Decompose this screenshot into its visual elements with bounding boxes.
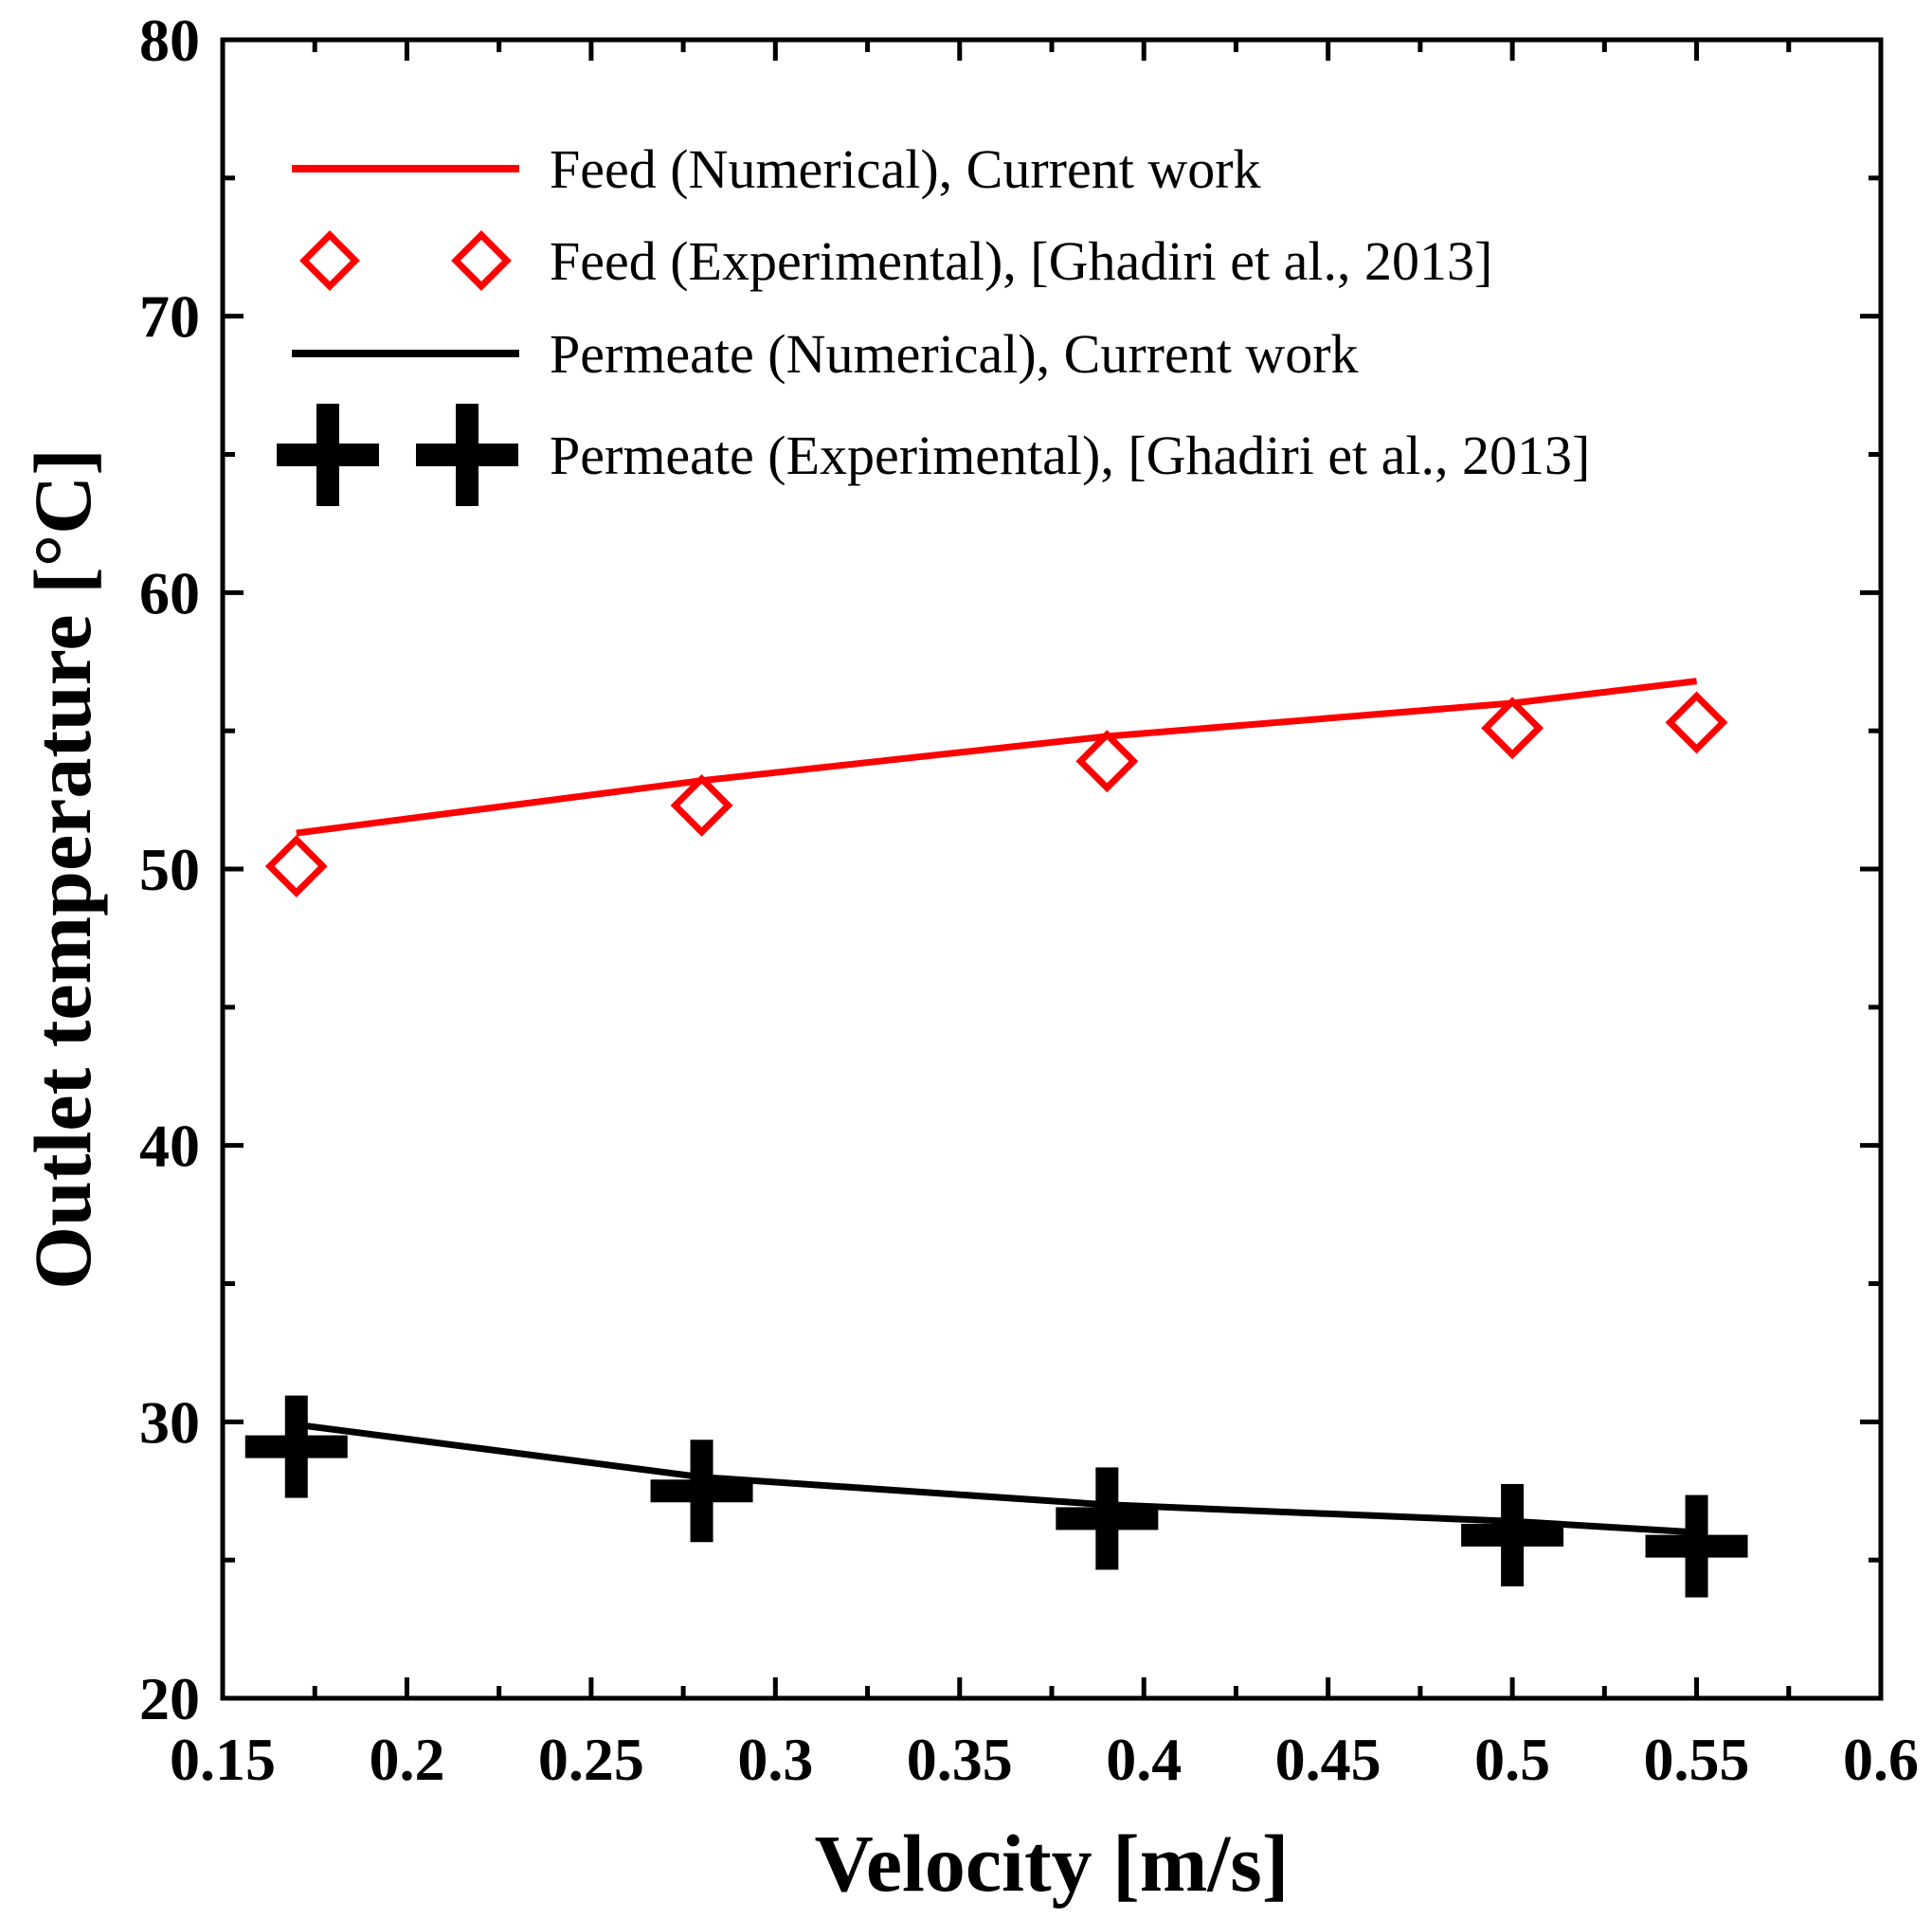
legend-swatch-marker [299,230,360,291]
x-tick-label: 0.2 [369,1726,444,1793]
data-point [1665,691,1728,754]
legend-item-4: Permeate (Experimental), [Ghadiri et al.… [277,404,1590,506]
legend-item-1: Feed (Numerical), Current work [292,138,1261,200]
x-tick-label: 0.6 [1843,1726,1919,1793]
x-tick-label: 0.4 [1106,1726,1182,1793]
series-2 [264,691,1728,898]
data-point-v [284,1395,308,1498]
x-axis-title: Velocity [m/s] [815,1818,1290,1909]
legend-item-3: Permeate (Numerical), Current work [292,323,1359,385]
legend-swatch-marker-v [316,404,339,506]
data-point [244,1395,348,1498]
x-tick-label: 0.45 [1275,1726,1381,1793]
legend-label: Feed (Experimental), [Ghadiri et al., 20… [550,230,1492,292]
legend-label: Permeate (Experimental), [Ghadiri et al.… [550,425,1590,486]
data-point [1481,697,1544,760]
series-3 [296,1421,1697,1536]
x-tick-label: 0.5 [1474,1726,1550,1793]
legend-swatch-marker [277,404,379,506]
data-point-v [1501,1483,1525,1586]
data-point [264,835,328,898]
tick-group: 0.15 0.2 0.25 0.3 0.35 0.4 0.45 0.5 0.55 0.6 20 30 4… [139,7,1919,1793]
x-tick-label: 0.25 [538,1726,644,1793]
x-tick-label: 0.15 [170,1726,276,1793]
data-point [1461,1483,1564,1586]
series-4 [244,1395,1748,1598]
y-tick-label: 50 [139,836,200,903]
y-tick-label: 40 [139,1113,200,1180]
legend-swatch-marker [416,404,518,506]
x-tick-label: 0.35 [907,1726,1013,1793]
y-axis-title: Outlet temperature [°C] [17,448,108,1290]
legend-label: Feed (Numerical), Current work [550,138,1261,200]
x-tick-label: 0.55 [1644,1726,1750,1793]
series-layer [244,678,1748,1598]
x-tick-label: 0.3 [737,1726,813,1793]
data-point-v [1685,1494,1708,1598]
y-tick-label: 20 [139,1665,200,1732]
data-point [1645,1494,1748,1598]
legend-item-2: Feed (Experimental), [Ghadiri et al., 20… [299,230,1492,292]
legend: Feed (Numerical), Current work Feed (Expe… [277,138,1590,506]
data-point-v [1095,1467,1119,1570]
data-point [650,1440,753,1543]
legend-label: Permeate (Numerical), Current work [550,323,1359,385]
data-point [1075,730,1139,793]
series-line [296,678,1698,837]
y-tick-label: 30 [139,1388,200,1456]
y-tick-label: 80 [139,7,200,74]
y-tick-label: 60 [139,559,200,626]
data-point-v [690,1440,713,1543]
legend-swatch-marker [451,230,512,291]
data-point [1056,1467,1159,1570]
series-line [296,1421,1697,1536]
legend-swatch-marker-v [456,404,478,506]
series-1 [296,678,1698,837]
data-point [670,773,733,837]
y-tick-label: 70 [139,283,200,351]
